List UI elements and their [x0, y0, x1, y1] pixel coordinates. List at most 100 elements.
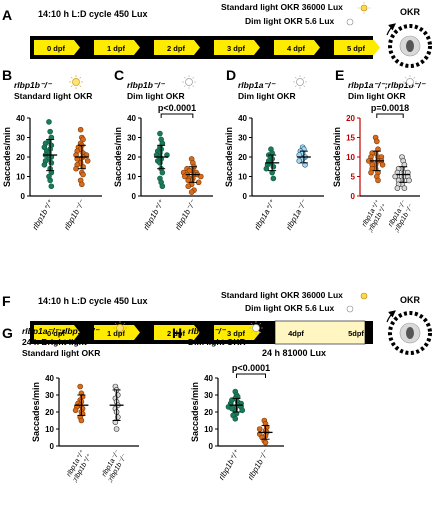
y-tick-label: 40	[45, 374, 54, 383]
data-point	[48, 160, 55, 166]
day-label: 0 dpf	[47, 329, 65, 338]
chart-d: rlbp1a⁻/⁻Dim light OKR010203040Saccades/…	[224, 75, 324, 231]
timeline-f-dim-label: Dim light OKR 5.6 Lux	[245, 303, 335, 313]
data-point	[270, 163, 277, 170]
panel-f-timeline: F 14:10 h L:D cycle 450 Lux Standard lig…	[2, 290, 432, 358]
y-tick-label: 20	[238, 153, 247, 162]
category-label: rlbp1a⁺/⁺;rlbp1b⁺/⁺	[360, 198, 389, 233]
data-point	[84, 158, 91, 164]
data-point	[188, 189, 195, 195]
data-point	[296, 158, 303, 164]
data-point	[375, 177, 381, 184]
significance-bracket	[376, 113, 404, 118]
data-point	[185, 183, 192, 190]
y-tick-label: 40	[16, 114, 25, 123]
dim-bulb-icon	[182, 75, 196, 89]
y-axis-label: Saccades/min	[113, 127, 123, 187]
chart-title-line: Dim light OKR	[238, 91, 296, 101]
dim-bulb-icon	[346, 305, 354, 313]
data-point	[79, 181, 85, 188]
data-point	[113, 426, 120, 432]
y-tick-label: 10	[238, 173, 247, 182]
sun-icon	[113, 321, 127, 335]
category-label: rlbp1b⁻/⁻	[62, 198, 87, 232]
timeline-a-dim-label: Dim light OKR 5.6 Lux	[245, 16, 335, 26]
day-arrow	[334, 40, 380, 55]
y-tick-label: 40	[204, 374, 213, 383]
y-tick-label: 30	[45, 391, 54, 400]
dim-bulb-icon	[346, 18, 354, 26]
day-arrow	[94, 325, 140, 340]
panel-letter-h: H	[172, 325, 182, 341]
significance-bracket	[235, 373, 267, 378]
timeline-a-standard-label: Standard light OKR 36000 Lux	[221, 2, 343, 12]
data-point	[270, 175, 277, 182]
chart-title-line: 24 h Bright light	[22, 337, 87, 347]
y-tick-label: 0	[243, 192, 248, 201]
day-label: 0 dpf	[47, 44, 65, 53]
y-tick-label: 30	[238, 134, 247, 143]
chart-h: rlbp1b⁻/⁻Dim light OKR010203040Saccades/…	[188, 321, 284, 481]
dim-bulb-icon	[403, 75, 417, 89]
day-arrow	[154, 325, 200, 340]
y-tick-label: 20	[45, 408, 54, 417]
category-label: rlbp1b⁺/⁺	[31, 198, 56, 232]
chart-title-line: Standard light OKR	[14, 91, 92, 101]
y-tick-label: 40	[127, 114, 136, 123]
category-label: rlbp1a⁻/⁻	[284, 198, 309, 232]
y-tick-label: 15	[346, 134, 355, 143]
y-tick-label: 20	[127, 153, 136, 162]
y-tick-label: 10	[16, 173, 25, 182]
panel-letter-g: G	[2, 325, 13, 341]
y-tick-label: 10	[127, 173, 136, 182]
y-tick-label: 0	[132, 192, 137, 201]
y-tick-label: 0	[351, 192, 356, 201]
y-tick-label: 10	[45, 425, 54, 434]
day-label: 5 dpf	[347, 44, 365, 53]
timeline-a-cycle-label: 14:10 h L:D cycle 450 Lux	[38, 9, 148, 19]
chart-title-line: Dim light OKR	[127, 91, 185, 101]
data-point	[73, 165, 79, 172]
day-label: 2 dpf	[167, 329, 185, 338]
y-axis-label: Saccades/min	[332, 127, 342, 187]
data-point	[401, 185, 408, 191]
data-point	[77, 126, 84, 133]
day-label: 4dpf	[288, 329, 304, 338]
chart-g: rlbp1a⁻/⁻;rlbp1b⁻/⁻24 h Bright lightStan…	[22, 321, 139, 484]
chart-title-line: rlbp1b⁻/⁻	[14, 80, 53, 90]
data-point	[229, 405, 235, 412]
p-value-label: p<0.0001	[158, 103, 196, 113]
panel-letter-d: D	[226, 67, 236, 83]
bright-light-block	[274, 320, 366, 345]
panel-letter-f: F	[2, 293, 11, 309]
data-point	[157, 130, 163, 137]
data-point	[239, 407, 246, 414]
chart-title-line: rlbp1b⁻/⁻	[188, 326, 227, 336]
y-tick-label: 40	[238, 114, 247, 123]
chart-title-line: Dim light OKR	[188, 337, 246, 347]
day-arrow	[214, 325, 260, 340]
day-label: 2 dpf	[167, 44, 185, 53]
p-value-label: p<0.0001	[232, 363, 270, 373]
category-label: rlbp1b⁻/⁻	[173, 198, 198, 232]
data-point	[185, 177, 192, 184]
chart-e: rlbp1a⁻/⁻;rlbp1b⁻/⁻Dim light OKR05101520…	[332, 75, 426, 234]
y-tick-label: 30	[16, 134, 25, 143]
data-point	[77, 383, 83, 390]
timeline-f-bright-label: 24 h 81000 Lux	[262, 348, 326, 358]
chart-title-line: rlbp1a⁻/⁻;rlbp1b⁻/⁻	[22, 326, 100, 336]
panel-letter-b: B	[2, 67, 12, 83]
data-point	[232, 415, 239, 422]
day-label: 1 dpf	[107, 44, 125, 53]
category-label: rlbp1a⁻/⁻;rlbp1b⁻/⁻	[100, 448, 129, 483]
day-arrow	[214, 40, 260, 55]
timeline-a-bar	[30, 36, 373, 59]
data-point	[195, 179, 202, 186]
y-tick-label: 0	[209, 442, 214, 451]
y-tick-label: 20	[346, 114, 355, 123]
y-axis-label: Saccades/min	[2, 127, 12, 187]
day-arrow	[154, 40, 200, 55]
day-label: 5dpf	[348, 329, 364, 338]
data-point	[182, 173, 188, 180]
